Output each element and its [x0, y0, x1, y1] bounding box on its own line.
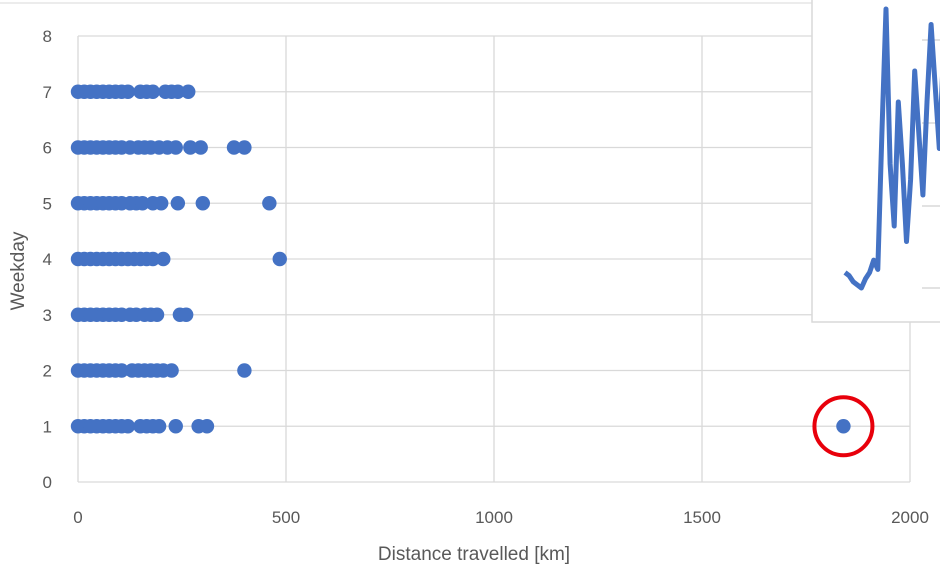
- data-point: [183, 140, 198, 155]
- data-point: [237, 140, 252, 155]
- data-point: [120, 419, 136, 434]
- data-point: [151, 419, 167, 434]
- data-point: [145, 84, 161, 99]
- y-tick-label: 8: [43, 27, 52, 46]
- data-point: [145, 251, 161, 267]
- data-point: [272, 251, 287, 267]
- data-point: [237, 363, 252, 378]
- y-tick-label: 3: [43, 306, 52, 325]
- data-point: [178, 307, 194, 322]
- data-point: [181, 84, 196, 99]
- data-point: [154, 196, 169, 211]
- scatter-points: [70, 84, 851, 434]
- y-tick-label: 7: [43, 83, 52, 102]
- y-tick-label: 5: [43, 194, 52, 213]
- data-point: [836, 419, 851, 434]
- data-point: [262, 196, 277, 211]
- outlier-highlight-circle: [812, 395, 875, 458]
- data-point: [114, 363, 129, 378]
- y-tick-label: 6: [43, 139, 52, 158]
- data-point: [193, 140, 208, 155]
- x-tick-label: 1500: [683, 508, 721, 527]
- data-point: [199, 419, 215, 434]
- y-axis-title: Weekday: [8, 231, 29, 310]
- data-point: [226, 140, 242, 155]
- x-tick-label: 1000: [475, 508, 513, 527]
- data-point: [195, 196, 210, 211]
- x-axis-tick-labels: 0 500 1000 1500 2000: [73, 508, 929, 527]
- y-tick-label: 1: [43, 417, 52, 436]
- data-point: [168, 419, 183, 434]
- y-tick-label: 2: [43, 362, 52, 381]
- x-tick-label: 500: [272, 508, 300, 527]
- data-point: [149, 307, 165, 322]
- data-point: [120, 84, 136, 99]
- data-point: [170, 84, 186, 99]
- inset-line-chart: [811, 0, 940, 323]
- data-point: [168, 140, 183, 155]
- data-point: [170, 196, 186, 211]
- x-tick-label: 2000: [891, 508, 929, 527]
- inset-series-line: [843, 6, 940, 291]
- y-tick-label: 4: [43, 250, 52, 269]
- y-axis-tick-labels: 0 1 2 3 4 5 6 7 8: [43, 27, 52, 492]
- data-point: [164, 363, 179, 378]
- y-tick-label: 0: [43, 473, 52, 492]
- data-point: [156, 251, 171, 267]
- x-axis-title: Distance travelled [km]: [378, 544, 570, 565]
- data-point: [135, 196, 150, 211]
- gridlines: [77, 35, 911, 483]
- x-tick-label: 0: [73, 508, 82, 527]
